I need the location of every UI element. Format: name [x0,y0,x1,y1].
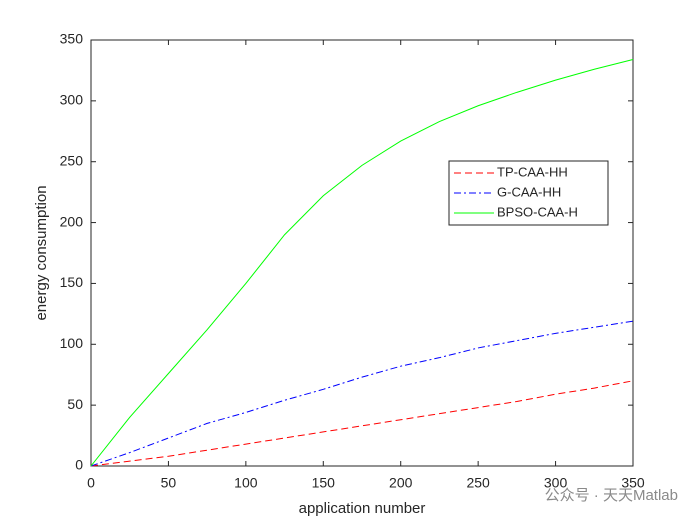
x-axis-label: application number [299,500,426,517]
x-tick-label: 200 [389,475,413,491]
y-tick-label: 0 [75,457,83,473]
y-tick-label: 150 [60,274,84,290]
x-tick-label: 100 [234,475,258,491]
x-tick-label: 350 [621,475,645,491]
line-series [90,320,634,467]
legend-label: G-CAA-HH [497,184,561,199]
y-tick-label: 50 [67,396,83,412]
legend-label: BPSO-CAA-H [497,204,578,219]
x-tick-label: 50 [161,475,177,491]
y-tick-label: 250 [60,152,84,168]
line-series [90,380,634,467]
plot-area [90,39,634,467]
legend-label: TP-CAA-HH [497,164,568,179]
y-tick-label: 350 [60,31,84,47]
x-tick-label: 150 [312,475,336,491]
y-tick-label: 300 [60,92,84,108]
y-tick-label: 200 [60,213,84,229]
watermark: 公众号 · 天天Matlab [545,487,678,504]
y-tick-label: 100 [60,335,84,351]
x-tick-label: 300 [544,475,568,491]
y-axis-label: energy consumption [33,185,50,320]
legend: TP-CAA-HH G-CAA-HH BPSO-CAA-H [448,160,609,226]
x-tick-label: 0 [87,475,95,491]
x-tick-label: 250 [466,475,490,491]
line-series [90,58,634,467]
